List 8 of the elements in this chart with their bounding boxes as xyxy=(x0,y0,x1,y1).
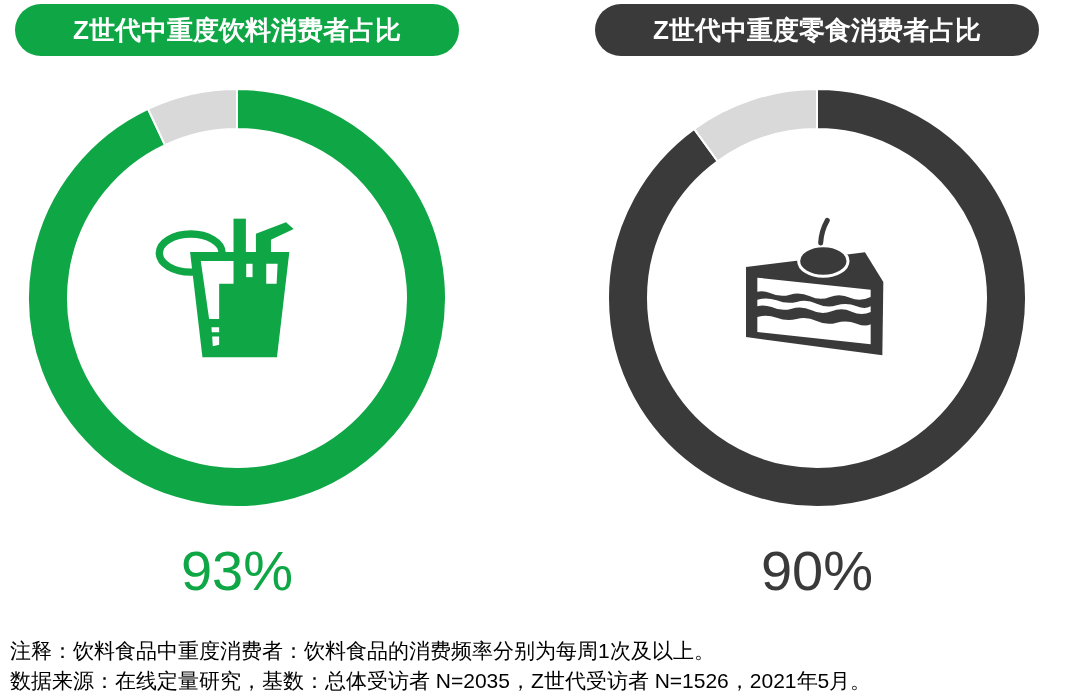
data-label: 93% xyxy=(180,539,294,602)
data-label: 90% xyxy=(760,539,874,602)
donut-slice xyxy=(607,88,1027,508)
source-note: 数据来源：在线定量研究，基数：总体受访者 N=2035，Z世代受访者 N=1526，2021年5月。 xyxy=(10,668,872,694)
donut-slice xyxy=(27,88,447,508)
text: 注释：饮料食品中重度消费者：饮料食品的消费频率分别为每周1次及以上。 xyxy=(10,638,715,664)
chart-title: Z世代中重度零食消费者占比 xyxy=(595,4,1039,56)
chart-title: Z世代中重度饮料消费者占比 xyxy=(15,4,459,56)
